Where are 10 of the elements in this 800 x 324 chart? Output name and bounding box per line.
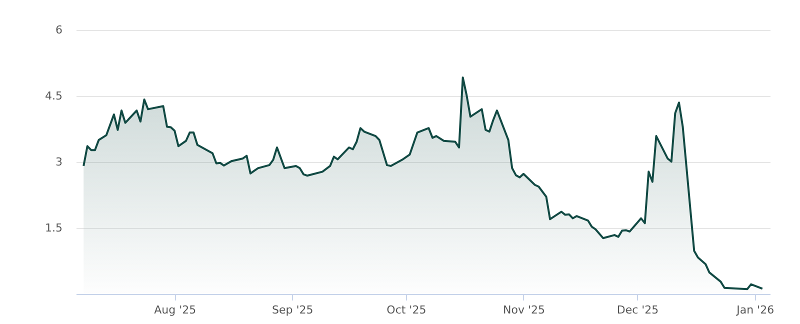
x-tick-label: Dec '25 bbox=[616, 304, 659, 316]
x-tick-label: Oct '25 bbox=[386, 304, 426, 316]
y-tick-label: 3 bbox=[56, 156, 62, 168]
x-tick-label: Jan '26 bbox=[736, 304, 774, 316]
x-tick-label: Nov '25 bbox=[502, 304, 545, 316]
y-tick-label: 4.5 bbox=[45, 90, 62, 102]
x-tick-label: Aug '25 bbox=[154, 304, 196, 316]
y-tick-label: 1.5 bbox=[45, 222, 62, 234]
y-tick-label: 6 bbox=[56, 24, 62, 36]
x-tick-label: Sep '25 bbox=[272, 304, 314, 316]
